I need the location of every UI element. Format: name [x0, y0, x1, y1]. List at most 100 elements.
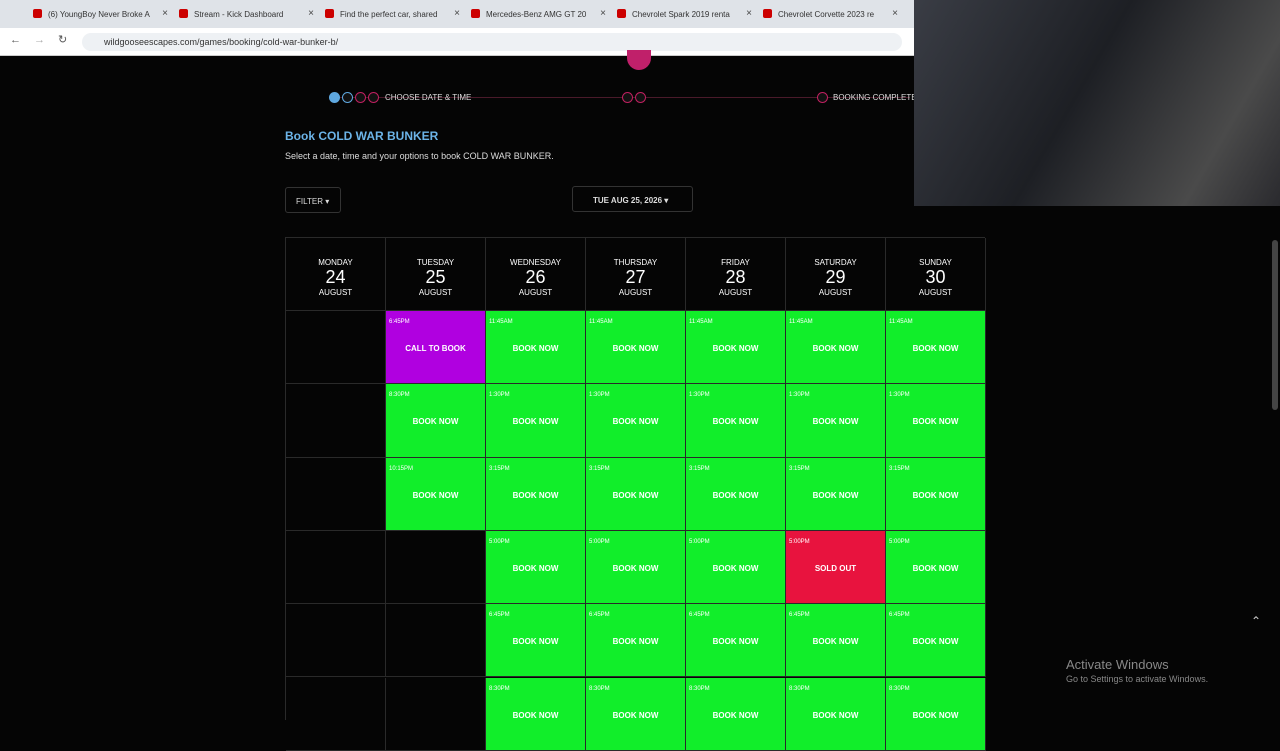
browser-tab[interactable]: (6) YoungBoy Never Broke A × [28, 4, 174, 24]
time-slot[interactable]: 8:30PM BOOK NOW [386, 384, 486, 458]
month: AUGUST [718, 288, 753, 297]
time-slot[interactable]: 3:15PM BOOK NOW [586, 457, 686, 531]
step-label: CHOOSE DATE & TIME [385, 93, 472, 102]
time-slot[interactable]: 3:15PM BOOK NOW [786, 457, 886, 531]
tab-title: Find the perfect car, shared [340, 10, 438, 19]
tab-title: Chevrolet Corvette 2023 re [778, 10, 875, 19]
address-bar[interactable]: wildgooseescapes.com/games/booking/cold-… [82, 33, 902, 51]
time-slot[interactable]: 6:45PM BOOK NOW [686, 604, 786, 678]
slot-label: BOOK NOW [512, 563, 559, 573]
tab-title: (6) YoungBoy Never Broke A [48, 10, 150, 19]
time-slot[interactable]: 1:30PM BOOK NOW [686, 384, 786, 458]
slot-time: 6:45PM [389, 319, 410, 325]
time-slot[interactable]: 1:30PM BOOK NOW [786, 384, 886, 458]
tab-close[interactable]: × [600, 8, 606, 19]
day-header: MONDAY 24 AUGUST [286, 238, 386, 311]
month: AUGUST [418, 288, 453, 297]
slot-time: 5:00PM [589, 538, 610, 545]
time-slot[interactable]: 1:30PM BOOK NOW [886, 384, 986, 458]
time-slot[interactable]: 8:30PM BOOK NOW [786, 677, 886, 751]
tab-icon [763, 9, 772, 18]
weekday: SATURDAY [814, 258, 857, 267]
time-slot[interactable]: 3:15PM BOOK NOW [486, 457, 586, 531]
slot-time: 11:45AM [489, 319, 513, 325]
slot-time: 3:15PM [489, 465, 510, 472]
time-slot[interactable]: 8:30PM BOOK NOW [586, 677, 686, 751]
time-slot[interactable]: 11:45AM BOOK NOW [786, 311, 886, 385]
slot-label: BOOK NOW [512, 344, 559, 353]
back-button[interactable]: ← [10, 34, 21, 46]
time-slot[interactable]: 1:30PM BOOK NOW [586, 384, 686, 458]
time-slot[interactable]: 3:15PM BOOK NOW [686, 457, 786, 531]
day-header: WEDNESDAY 26 AUGUST [486, 238, 586, 311]
month: AUGUST [818, 288, 853, 297]
tab-close[interactable]: × [892, 8, 898, 19]
browser-tab[interactable]: Find the perfect car, shared × [320, 4, 466, 24]
slot-time: 5:00PM [789, 538, 810, 545]
tab-close[interactable]: × [162, 8, 168, 19]
time-slot[interactable]: 8:30PM BOOK NOW [486, 677, 586, 751]
slot-time: 1:30PM [589, 392, 610, 399]
time-slot[interactable]: 5:00PM BOOK NOW [686, 530, 786, 605]
slot-time: 1:30PM [689, 392, 710, 399]
time-slot[interactable]: 10:15PM BOOK NOW [386, 457, 486, 531]
tab-close[interactable]: × [454, 8, 460, 19]
slot-label: BOOK NOW [912, 490, 959, 500]
slot-time: 3:15PM [789, 465, 810, 472]
filter-button[interactable]: FILTER ▾ [285, 187, 341, 213]
slot-label: BOOK NOW [912, 417, 959, 427]
slot-time: 6:45PM [689, 612, 710, 619]
weekday: MONDAY [318, 258, 353, 267]
time-slot[interactable]: 5:00PM SOLD OUT [786, 530, 886, 605]
time-slot[interactable]: 6:45PM CALL TO BOOK [386, 311, 486, 385]
time-slot[interactable]: 1:30PM BOOK NOW [486, 384, 586, 458]
time-slot[interactable]: 11:45AM BOOK NOW [486, 311, 586, 385]
slot-time: 5:00PM [489, 538, 510, 545]
tab-icon [325, 9, 334, 18]
time-slot[interactable]: 5:00PM BOOK NOW [586, 530, 686, 605]
time-slot[interactable]: 6:45PM BOOK NOW [886, 604, 986, 678]
time-slot[interactable]: 3:15PM BOOK NOW [886, 457, 986, 531]
reload-button[interactable]: ↻ [58, 34, 68, 46]
forward-button[interactable]: → [34, 34, 45, 46]
tab-close[interactable]: × [746, 8, 752, 19]
day-header: SUNDAY 30 AUGUST [886, 238, 986, 311]
slot-label: BOOK NOW [712, 490, 759, 500]
time-slot[interactable]: 8:30PM BOOK NOW [686, 677, 786, 751]
calendar-icon [627, 50, 651, 70]
step-dot [817, 92, 828, 103]
tab-icon [471, 9, 480, 18]
time-slot[interactable]: 11:45AM BOOK NOW [886, 311, 986, 385]
time-slot[interactable]: 6:45PM BOOK NOW [786, 604, 886, 678]
date-label: TUE AUG 25, 2026 [593, 196, 663, 205]
tab-title: Stream - Kick Dashboard [194, 10, 284, 19]
slot-time: 3:15PM [689, 465, 710, 472]
time-slot[interactable]: 8:30PM BOOK NOW [886, 677, 986, 751]
weekday: TUESDAY [416, 258, 455, 267]
browser-tab[interactable]: Chevrolet Spark 2019 renta × [612, 4, 758, 24]
time-slot[interactable]: 5:00PM BOOK NOW [886, 530, 986, 605]
month: AUGUST [318, 288, 353, 297]
day-header: TUESDAY 25 AUGUST [386, 238, 486, 311]
time-slot[interactable]: 6:45PM BOOK NOW [486, 604, 586, 678]
day-header: SATURDAY 29 AUGUST [786, 238, 886, 311]
slot-label: BOOK NOW [712, 563, 759, 573]
day-number: 28 [725, 267, 746, 287]
slot-time: 11:45AM [589, 319, 613, 325]
browser-tab[interactable]: Stream - Kick Dashboard × [174, 4, 320, 24]
slot-time: 1:30PM [789, 392, 810, 399]
browser-tab[interactable]: Chevrolet Corvette 2023 re × [758, 4, 904, 24]
filter-label: FILTER [296, 197, 323, 206]
day-number: 26 [525, 267, 546, 287]
date-button[interactable]: TUE AUG 25, 2026 ▾ [572, 186, 693, 212]
scrollbar[interactable] [1272, 240, 1278, 410]
slot-time: 1:30PM [889, 392, 910, 399]
time-slot[interactable]: 6:45PM BOOK NOW [586, 604, 686, 678]
time-slot[interactable]: 5:00PM BOOK NOW [486, 530, 586, 605]
scroll-top-button[interactable]: ⌃ [1251, 614, 1262, 628]
day-number: 29 [825, 267, 846, 287]
tab-close[interactable]: × [308, 8, 314, 19]
browser-tab[interactable]: Mercedes-Benz AMG GT 20 × [466, 4, 612, 24]
time-slot[interactable]: 11:45AM BOOK NOW [586, 311, 686, 385]
time-slot[interactable]: 11:45AM BOOK NOW [686, 311, 786, 385]
